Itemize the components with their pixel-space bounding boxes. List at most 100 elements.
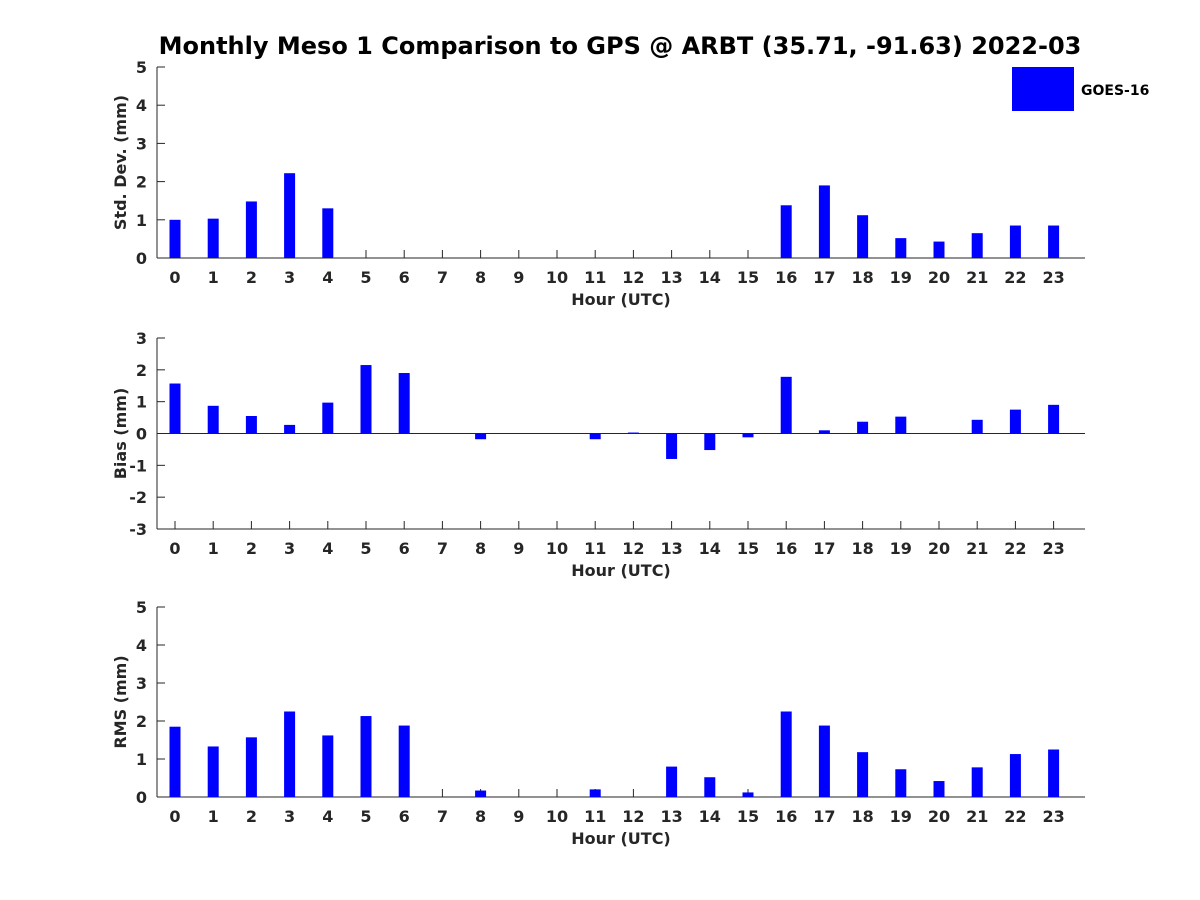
x-tick-label: 4 xyxy=(322,268,333,287)
x-tick-label: 22 xyxy=(1004,539,1026,558)
x-tick-label: 17 xyxy=(813,539,835,558)
y-axis-label: Std. Dev. (mm) xyxy=(111,95,130,230)
x-tick-label: 7 xyxy=(437,539,448,558)
bar-rms-hour-22 xyxy=(1009,754,1021,797)
bar-std-dev-hour-19 xyxy=(895,238,907,258)
bar-std-dev-hour-3 xyxy=(284,173,296,258)
bar-std-dev-hour-22 xyxy=(1009,225,1021,258)
chart-title: Monthly Meso 1 Comparison to GPS @ ARBT … xyxy=(159,32,1082,60)
bar-bias-hour-6 xyxy=(398,373,410,434)
x-tick-label: 8 xyxy=(475,807,486,826)
x-tick-label: 14 xyxy=(699,807,721,826)
x-tick-label: 3 xyxy=(284,539,295,558)
x-tick-label: 6 xyxy=(399,539,410,558)
bar-bias-hour-12 xyxy=(627,432,639,434)
x-tick-label: 12 xyxy=(622,807,644,826)
bar-bias-hour-8 xyxy=(475,433,487,440)
x-tick-label: 5 xyxy=(360,539,371,558)
bar-rms-hour-16 xyxy=(780,711,792,797)
bar-bias-hour-4 xyxy=(322,402,334,434)
bar-rms-hour-6 xyxy=(398,725,410,797)
y-tick-label: 4 xyxy=(136,96,147,115)
bar-std-dev-hour-20 xyxy=(933,241,945,258)
bar-rms-hour-23 xyxy=(1048,749,1060,797)
y-tick-label: -2 xyxy=(129,488,147,507)
x-tick-label: 23 xyxy=(1042,268,1064,287)
y-tick-label: 2 xyxy=(136,173,147,192)
x-tick-label: 5 xyxy=(360,807,371,826)
legend: GOES-16 xyxy=(1012,67,1149,111)
legend-swatch-goes-16 xyxy=(1012,67,1074,111)
x-tick-label: 0 xyxy=(169,539,180,558)
x-tick-label: 15 xyxy=(737,807,759,826)
y-tick-label: 3 xyxy=(136,674,147,693)
x-tick-label: 23 xyxy=(1042,807,1064,826)
bar-bias-hour-14 xyxy=(704,433,716,451)
x-tick-label: 20 xyxy=(928,807,950,826)
x-tick-label: 2 xyxy=(246,268,257,287)
x-tick-label: 9 xyxy=(513,807,524,826)
y-tick-label: 1 xyxy=(136,211,147,230)
x-tick-label: 22 xyxy=(1004,268,1026,287)
x-tick-label: 12 xyxy=(622,539,644,558)
bar-std-dev-hour-21 xyxy=(971,233,983,258)
x-tick-label: 8 xyxy=(475,268,486,287)
y-tick-label: 5 xyxy=(136,598,147,617)
x-tick-label: 20 xyxy=(928,268,950,287)
bar-bias-hour-3 xyxy=(284,424,296,434)
bar-rms-hour-14 xyxy=(704,777,716,797)
x-tick-label: 5 xyxy=(360,268,371,287)
x-tick-label: 21 xyxy=(966,807,988,826)
x-tick-label: 16 xyxy=(775,539,797,558)
y-tick-label: 1 xyxy=(136,393,147,412)
x-tick-label: 7 xyxy=(437,807,448,826)
y-axis-label: Bias (mm) xyxy=(111,388,130,480)
x-axis-label: Hour (UTC) xyxy=(571,290,671,309)
x-tick-label: 6 xyxy=(399,268,410,287)
x-tick-label: 11 xyxy=(584,539,606,558)
x-tick-label: 23 xyxy=(1042,539,1064,558)
bar-bias-hour-13 xyxy=(666,433,678,459)
bar-rms-hour-19 xyxy=(895,769,907,797)
y-tick-label: 3 xyxy=(136,329,147,348)
x-tick-label: 13 xyxy=(660,268,682,287)
x-tick-label: 11 xyxy=(584,268,606,287)
x-tick-label: 18 xyxy=(851,807,873,826)
legend-label-goes-16: GOES-16 xyxy=(1081,83,1149,99)
bar-rms-hour-13 xyxy=(666,766,678,797)
x-tick-label: 20 xyxy=(928,539,950,558)
x-tick-label: 18 xyxy=(851,539,873,558)
bar-std-dev-hour-4 xyxy=(322,208,334,258)
x-tick-label: 9 xyxy=(513,268,524,287)
bar-rms-hour-2 xyxy=(245,737,257,797)
bar-bias-hour-11 xyxy=(589,433,601,440)
bar-rms-hour-4 xyxy=(322,735,334,797)
x-tick-label: 22 xyxy=(1004,807,1026,826)
bar-bias-hour-1 xyxy=(207,405,219,434)
bar-rms-hour-17 xyxy=(818,725,830,797)
bar-std-dev-hour-1 xyxy=(207,218,219,258)
x-tick-label: 8 xyxy=(475,539,486,558)
bar-bias-hour-0 xyxy=(169,383,181,434)
x-tick-label: 6 xyxy=(399,807,410,826)
bar-rms-hour-21 xyxy=(971,767,983,797)
x-tick-label: 12 xyxy=(622,268,644,287)
y-tick-label: 2 xyxy=(136,361,147,380)
x-tick-label: 19 xyxy=(890,268,912,287)
y-tick-label: 0 xyxy=(136,425,147,444)
bar-std-dev-hour-18 xyxy=(857,215,869,258)
bar-rms-hour-20 xyxy=(933,781,945,797)
x-tick-label: 11 xyxy=(584,807,606,826)
x-tick-label: 1 xyxy=(208,268,219,287)
bar-rms-hour-11 xyxy=(589,789,601,797)
bar-std-dev-hour-16 xyxy=(780,205,792,258)
x-tick-label: 19 xyxy=(890,539,912,558)
y-tick-label: 3 xyxy=(136,134,147,153)
x-tick-label: 2 xyxy=(246,539,257,558)
x-tick-label: 21 xyxy=(966,268,988,287)
y-axis-label: RMS (mm) xyxy=(111,655,130,748)
bar-bias-hour-22 xyxy=(1009,409,1021,434)
